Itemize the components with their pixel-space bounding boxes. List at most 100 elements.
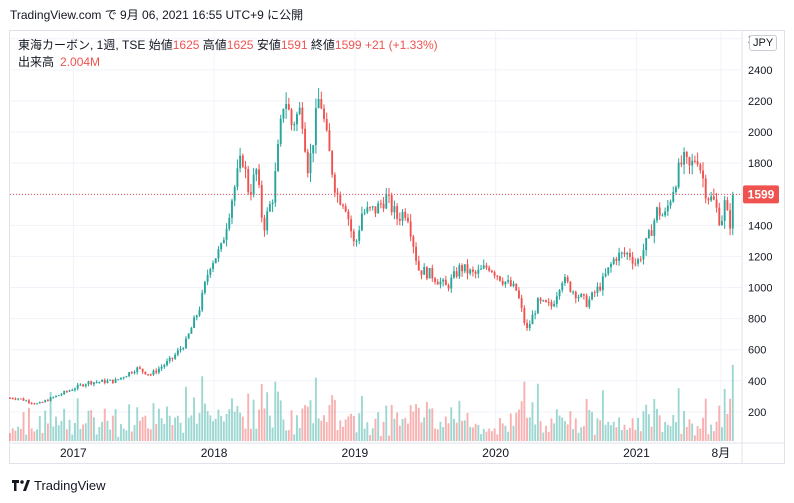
candle-body bbox=[702, 170, 704, 179]
volume-bar bbox=[79, 428, 82, 441]
volume-bar bbox=[466, 412, 469, 441]
volume-bar bbox=[155, 424, 158, 441]
volume-bar bbox=[358, 413, 361, 441]
volume-bar bbox=[371, 428, 374, 441]
volume-legend: 出来高 2.004M bbox=[18, 53, 100, 70]
y-tick-label: 800 bbox=[748, 314, 766, 326]
symbol-label[interactable]: 東海カーボン, 1週, TSE bbox=[18, 38, 146, 52]
candle-body bbox=[677, 162, 680, 188]
volume-bar bbox=[290, 410, 293, 441]
volume-bar bbox=[277, 391, 279, 441]
volume-bar bbox=[344, 419, 347, 441]
candle-body bbox=[531, 314, 534, 325]
candle-body bbox=[390, 195, 393, 213]
candle-body bbox=[333, 174, 336, 193]
candle-body bbox=[279, 118, 282, 145]
volume-bar bbox=[577, 432, 580, 441]
candle-body bbox=[49, 397, 52, 402]
candle-body bbox=[409, 221, 412, 237]
volume-bar bbox=[469, 426, 472, 441]
close-value: 1599 bbox=[334, 38, 362, 52]
volume-bar bbox=[38, 415, 41, 441]
candle-body bbox=[628, 252, 631, 257]
volume-bar bbox=[98, 427, 101, 441]
volume-bar bbox=[639, 431, 642, 441]
candle-body bbox=[171, 357, 174, 359]
volume-bar bbox=[580, 427, 583, 441]
volume-bar bbox=[198, 412, 201, 441]
candle-body bbox=[696, 161, 699, 165]
volume-bar bbox=[201, 376, 204, 441]
volume-bar bbox=[450, 407, 453, 441]
volume-bar bbox=[439, 421, 442, 441]
volume-bar bbox=[536, 383, 539, 441]
candle-body bbox=[685, 151, 688, 158]
candle-body bbox=[249, 192, 252, 195]
volume-bar bbox=[193, 397, 196, 441]
candle-body bbox=[358, 230, 361, 241]
volume-bar bbox=[228, 409, 231, 441]
volume-bar bbox=[656, 408, 658, 441]
x-tick-label: 8月 bbox=[712, 446, 731, 460]
candle-body bbox=[520, 298, 523, 308]
volume-bar bbox=[688, 419, 691, 441]
volume-bar bbox=[46, 423, 49, 441]
candle-body bbox=[160, 366, 163, 369]
candle-body bbox=[572, 291, 575, 293]
candle-body bbox=[312, 145, 315, 154]
volume-bar bbox=[693, 435, 696, 441]
high-label: 高値 bbox=[202, 38, 227, 52]
volume-bar bbox=[285, 430, 288, 441]
candle-body bbox=[60, 394, 63, 396]
candle-body bbox=[553, 304, 556, 307]
candle-body bbox=[647, 230, 650, 239]
volume-bar bbox=[555, 409, 558, 441]
candle-body bbox=[293, 124, 296, 126]
volume-bar bbox=[474, 423, 477, 441]
candle-body bbox=[14, 398, 17, 400]
volume-bar bbox=[677, 388, 680, 441]
candle-body bbox=[331, 151, 334, 175]
volume-bar bbox=[463, 420, 466, 441]
candle-body bbox=[377, 203, 380, 214]
x-tick-label: 2020 bbox=[482, 446, 509, 460]
candle-body bbox=[610, 264, 612, 268]
volume-bar bbox=[409, 405, 412, 441]
candle-body bbox=[645, 238, 648, 251]
currency-badge[interactable]: JPY bbox=[749, 35, 778, 51]
candle-body bbox=[301, 107, 304, 129]
candle-body bbox=[658, 207, 661, 216]
candle-body bbox=[19, 398, 22, 400]
candle-body bbox=[138, 367, 141, 369]
volume-bar bbox=[428, 408, 431, 441]
volume-bar bbox=[401, 419, 404, 441]
candle-body bbox=[122, 377, 125, 379]
candle-body bbox=[141, 368, 144, 372]
candle-body bbox=[393, 206, 396, 213]
candle-body bbox=[704, 178, 707, 199]
candle-body bbox=[471, 269, 474, 272]
volume-bar bbox=[44, 410, 47, 441]
volume-bar bbox=[704, 398, 707, 441]
volume-bar bbox=[55, 416, 57, 441]
volume-bar bbox=[274, 381, 277, 441]
volume-bar bbox=[382, 421, 385, 441]
candle-body bbox=[439, 281, 442, 285]
candle-body bbox=[447, 285, 450, 289]
volume-bar bbox=[236, 405, 239, 441]
volume-bar bbox=[696, 426, 699, 441]
candle-body bbox=[149, 374, 152, 376]
volume-bar bbox=[680, 433, 683, 441]
candle-body bbox=[488, 267, 491, 271]
volume-bar bbox=[141, 417, 144, 441]
candle-body bbox=[466, 264, 469, 274]
volume-bar bbox=[217, 409, 220, 441]
candle-body bbox=[323, 108, 325, 119]
volume-bar bbox=[174, 417, 177, 441]
volume-bar bbox=[731, 364, 734, 441]
volume-bar bbox=[225, 413, 228, 441]
candle-body bbox=[490, 270, 493, 273]
candle-body bbox=[176, 350, 179, 355]
footer-brand[interactable]: TradingView bbox=[12, 478, 106, 493]
